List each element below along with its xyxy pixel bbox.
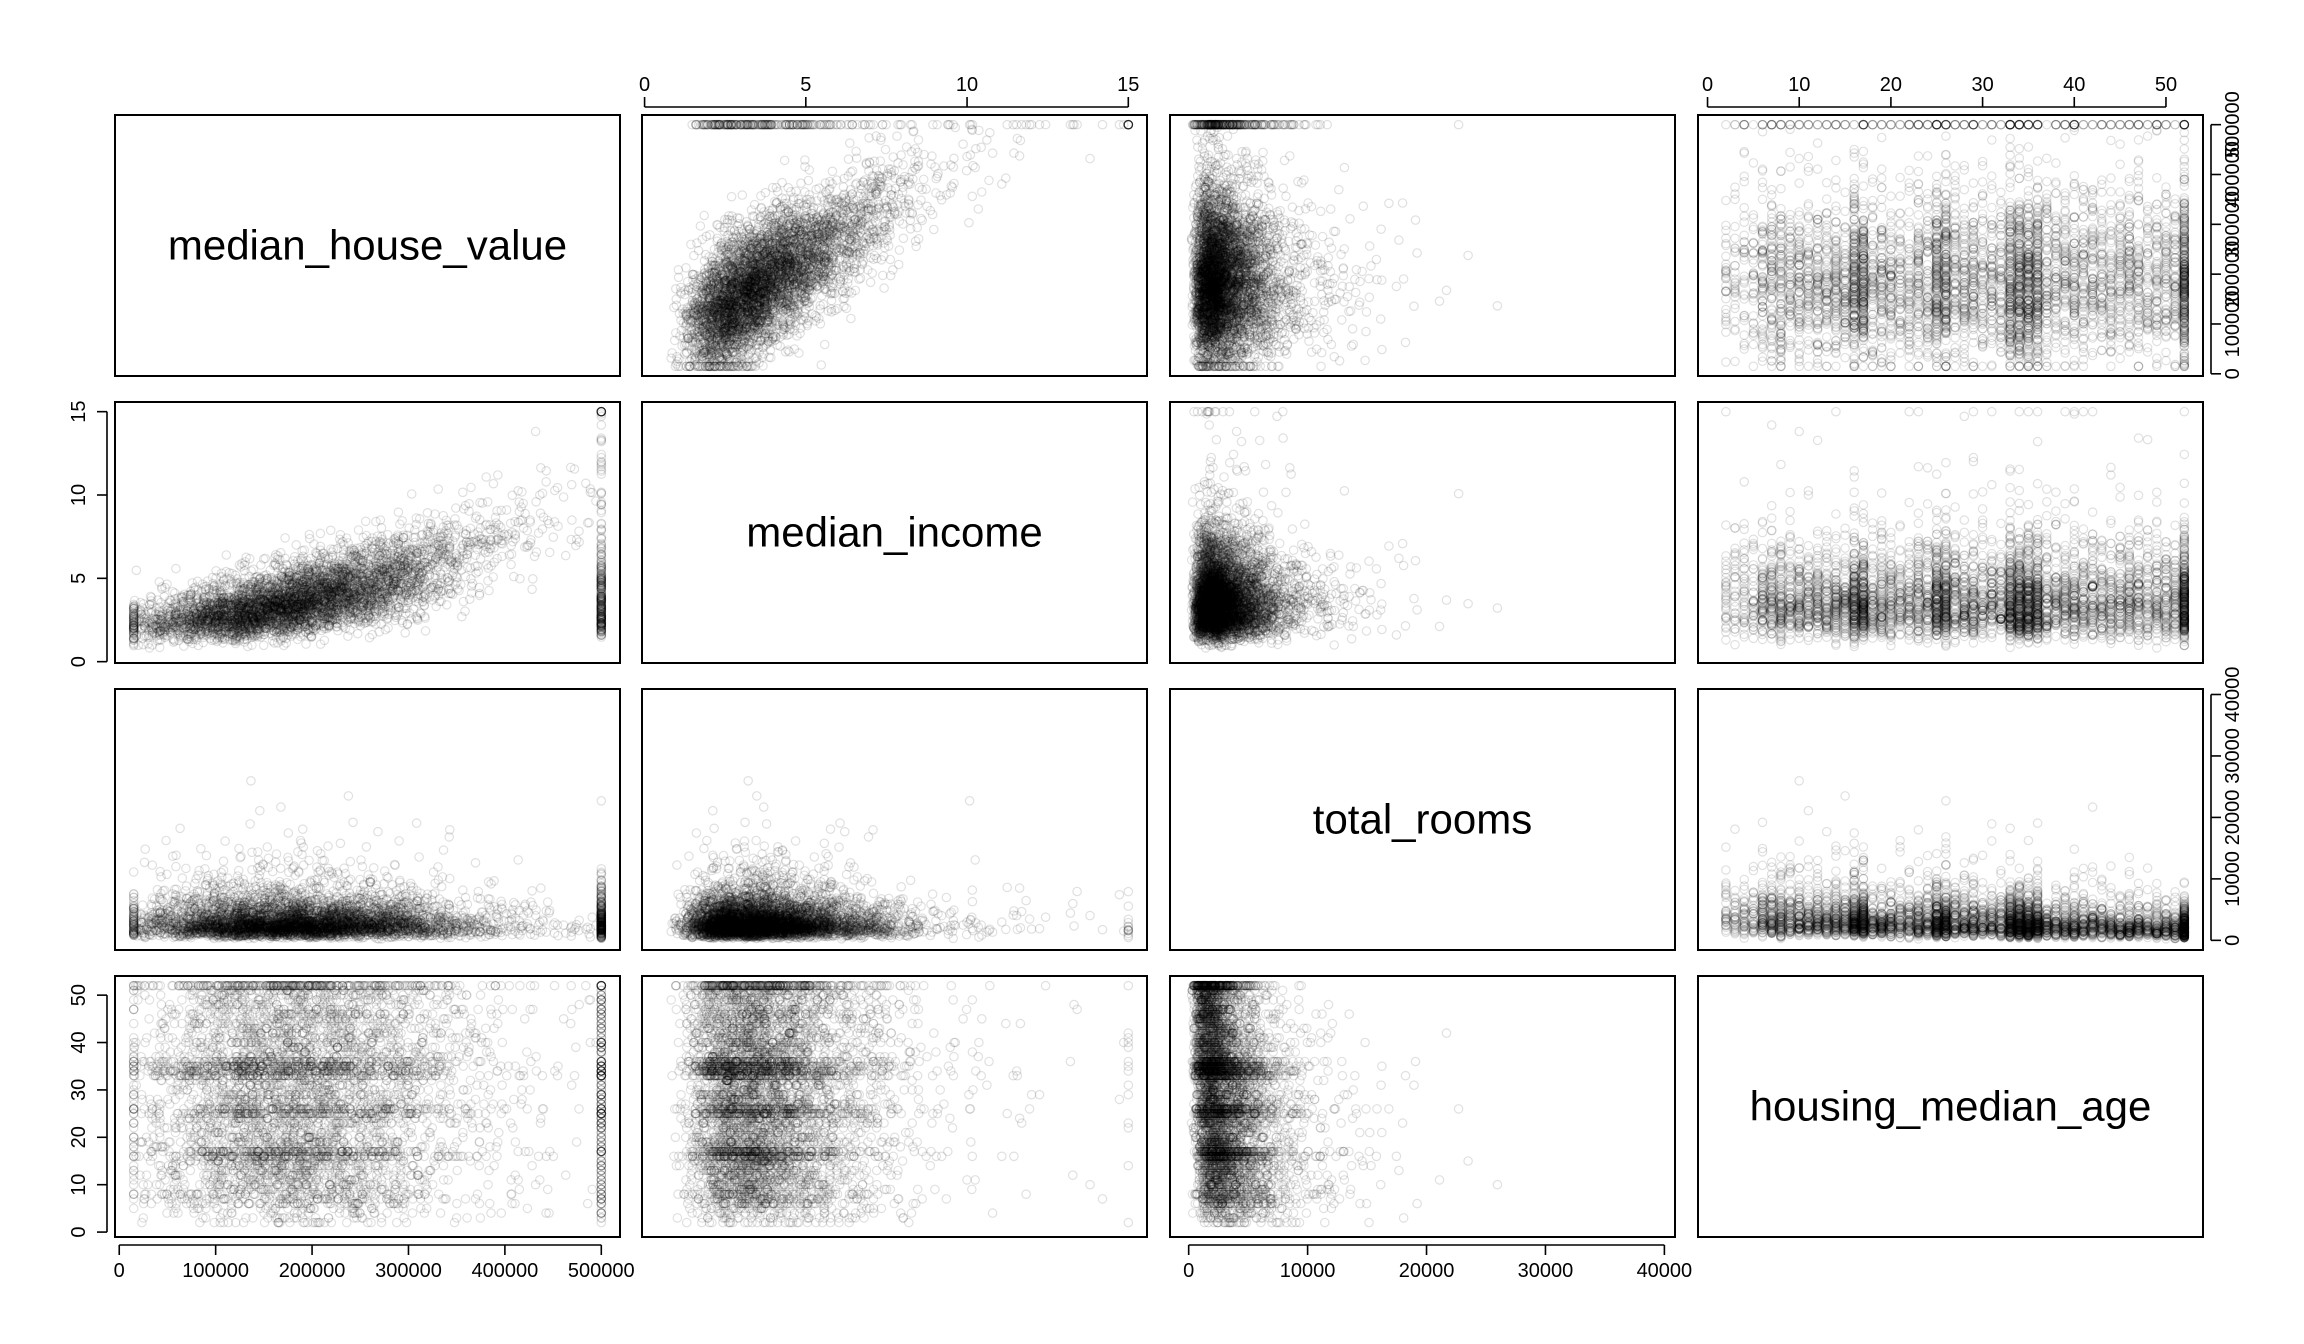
variable-label: median_house_value — [168, 222, 567, 269]
